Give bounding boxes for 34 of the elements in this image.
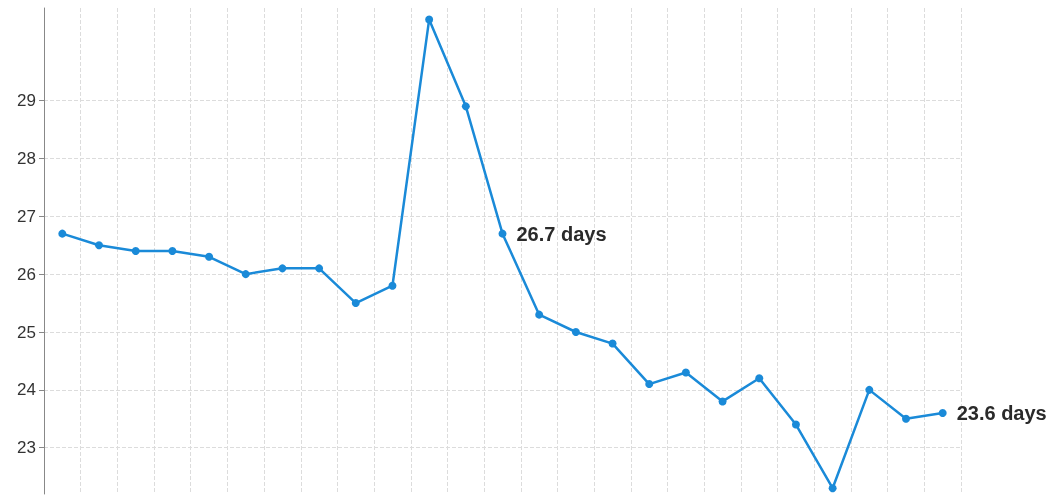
point <box>498 229 507 238</box>
point <box>535 310 544 319</box>
point <box>278 264 287 273</box>
point <box>608 339 617 348</box>
point <box>351 299 360 308</box>
point <box>388 281 397 290</box>
point <box>865 385 874 394</box>
point <box>938 409 947 417</box>
point <box>645 380 654 389</box>
y-tick-label: 23 <box>17 438 36 458</box>
y-tick-label: 24 <box>17 380 36 400</box>
point <box>205 252 214 261</box>
data-label: 23.6 days <box>956 402 1047 424</box>
y-tick-label: 26 <box>17 264 36 284</box>
point <box>718 397 727 406</box>
point <box>755 374 764 383</box>
y-tick-label: 28 <box>17 148 36 168</box>
point <box>315 264 324 273</box>
point <box>681 368 690 377</box>
y-tick-label: 29 <box>17 91 36 111</box>
point <box>168 247 177 255</box>
point <box>791 420 800 429</box>
point <box>425 15 434 24</box>
data-label: 26.7 days <box>516 222 607 245</box>
y-tick-label: 25 <box>17 322 36 342</box>
y-tick-label: 27 <box>17 206 36 226</box>
point <box>95 241 104 250</box>
point <box>571 328 580 336</box>
point <box>58 229 67 238</box>
point <box>461 102 470 111</box>
point <box>241 270 250 279</box>
point <box>828 484 837 493</box>
point <box>901 414 910 423</box>
point <box>131 247 140 255</box>
